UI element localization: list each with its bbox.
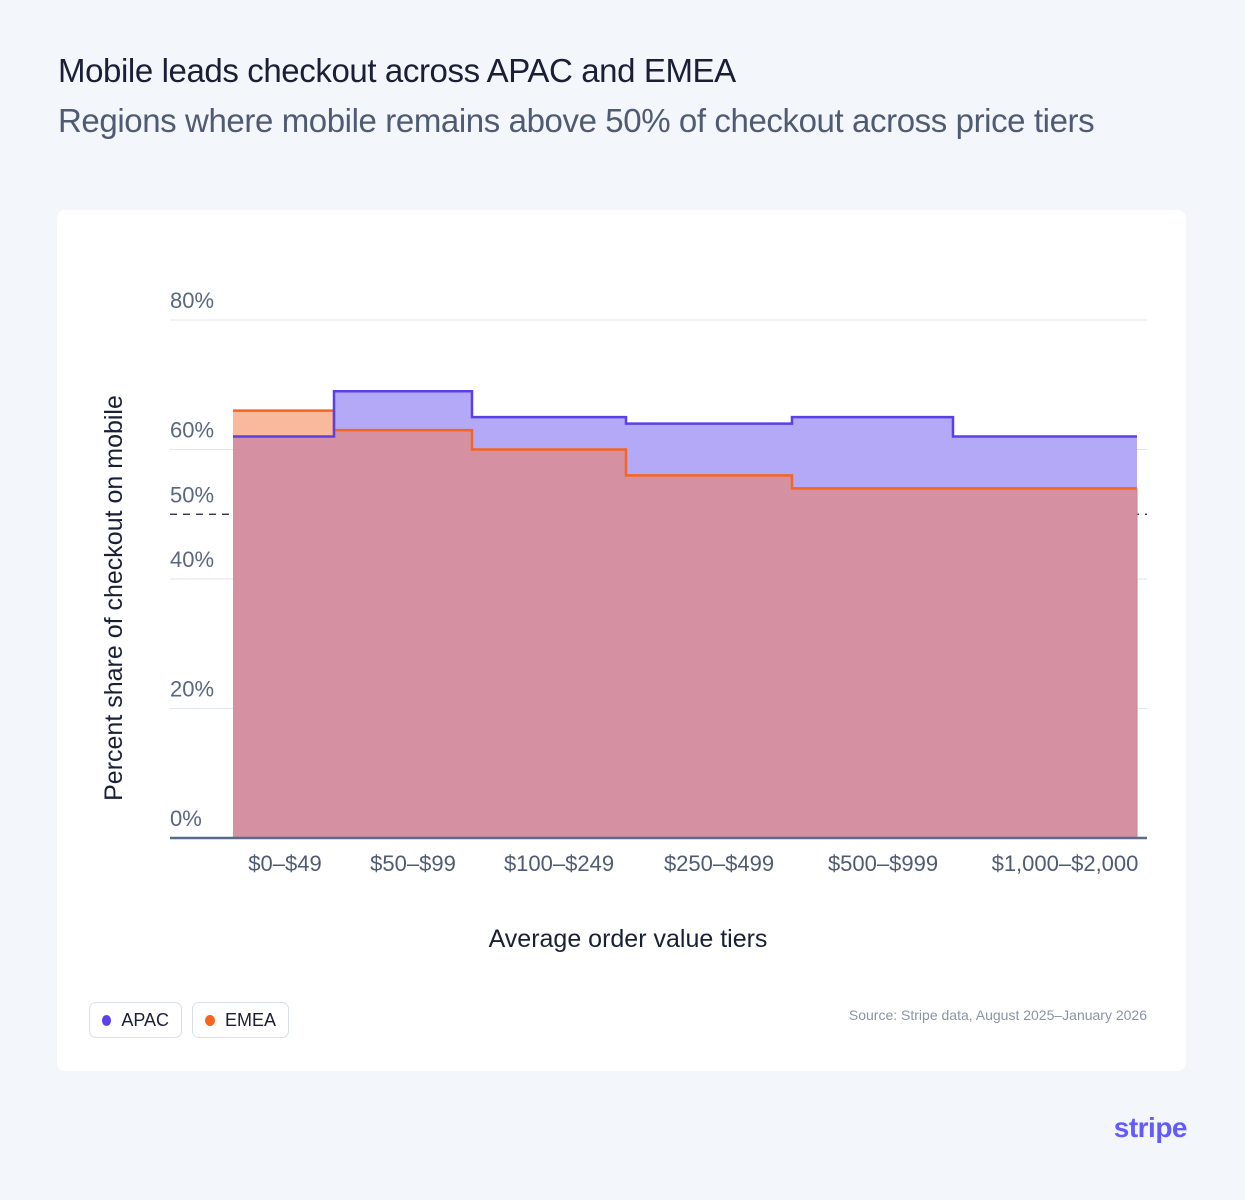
legend-label-apac: APAC (121, 1009, 169, 1030)
series-areas (233, 391, 1137, 838)
legend-item-apac[interactable]: APAC (89, 1002, 182, 1038)
x-tick-label: $1,000–$2,000 (992, 851, 1139, 876)
x-tick-label: $500–$999 (828, 851, 938, 876)
y-tick-label: 50% (170, 482, 214, 507)
chart-subtitle: Regions where mobile remains above 50% o… (58, 102, 1095, 139)
area-overlap (233, 430, 1137, 838)
y-tick-label: 20% (170, 677, 214, 702)
legend-item-emea[interactable]: EMEA (192, 1002, 289, 1038)
y-tick-label: 60% (170, 418, 214, 443)
y-axis-title: Percent share of checkout on mobile (100, 395, 128, 801)
x-tick-label: $50–$99 (370, 851, 456, 876)
x-axis-title: Average order value tiers (489, 925, 768, 953)
chart-title: Mobile leads checkout across APAC and EM… (58, 52, 736, 89)
emea-dot-icon (205, 1014, 215, 1026)
line-apac (233, 389, 1137, 438)
y-tick-labels: 0% 20% 40% 50% 60% 80% (170, 288, 214, 831)
x-tick-labels: $0–$49 $50–$99 $100–$249 $250–$499 $500–$999… (248, 851, 1138, 876)
x-tick-label: $0–$49 (248, 851, 321, 876)
y-tick-label: 40% (170, 547, 214, 572)
apac-dot-icon (102, 1014, 112, 1026)
stripe-logo: stripe (1113, 1112, 1188, 1143)
series-lines (170, 389, 1147, 840)
x-tick-label: $250–$499 (664, 851, 774, 876)
legend-label-emea: EMEA (224, 1009, 276, 1030)
source-note: Source: Stripe data, August 2025–January… (848, 1007, 1147, 1023)
y-tick-label: 0% (170, 806, 202, 831)
y-tick-label: 80% (170, 288, 214, 313)
x-tick-label: $100–$249 (504, 851, 614, 876)
